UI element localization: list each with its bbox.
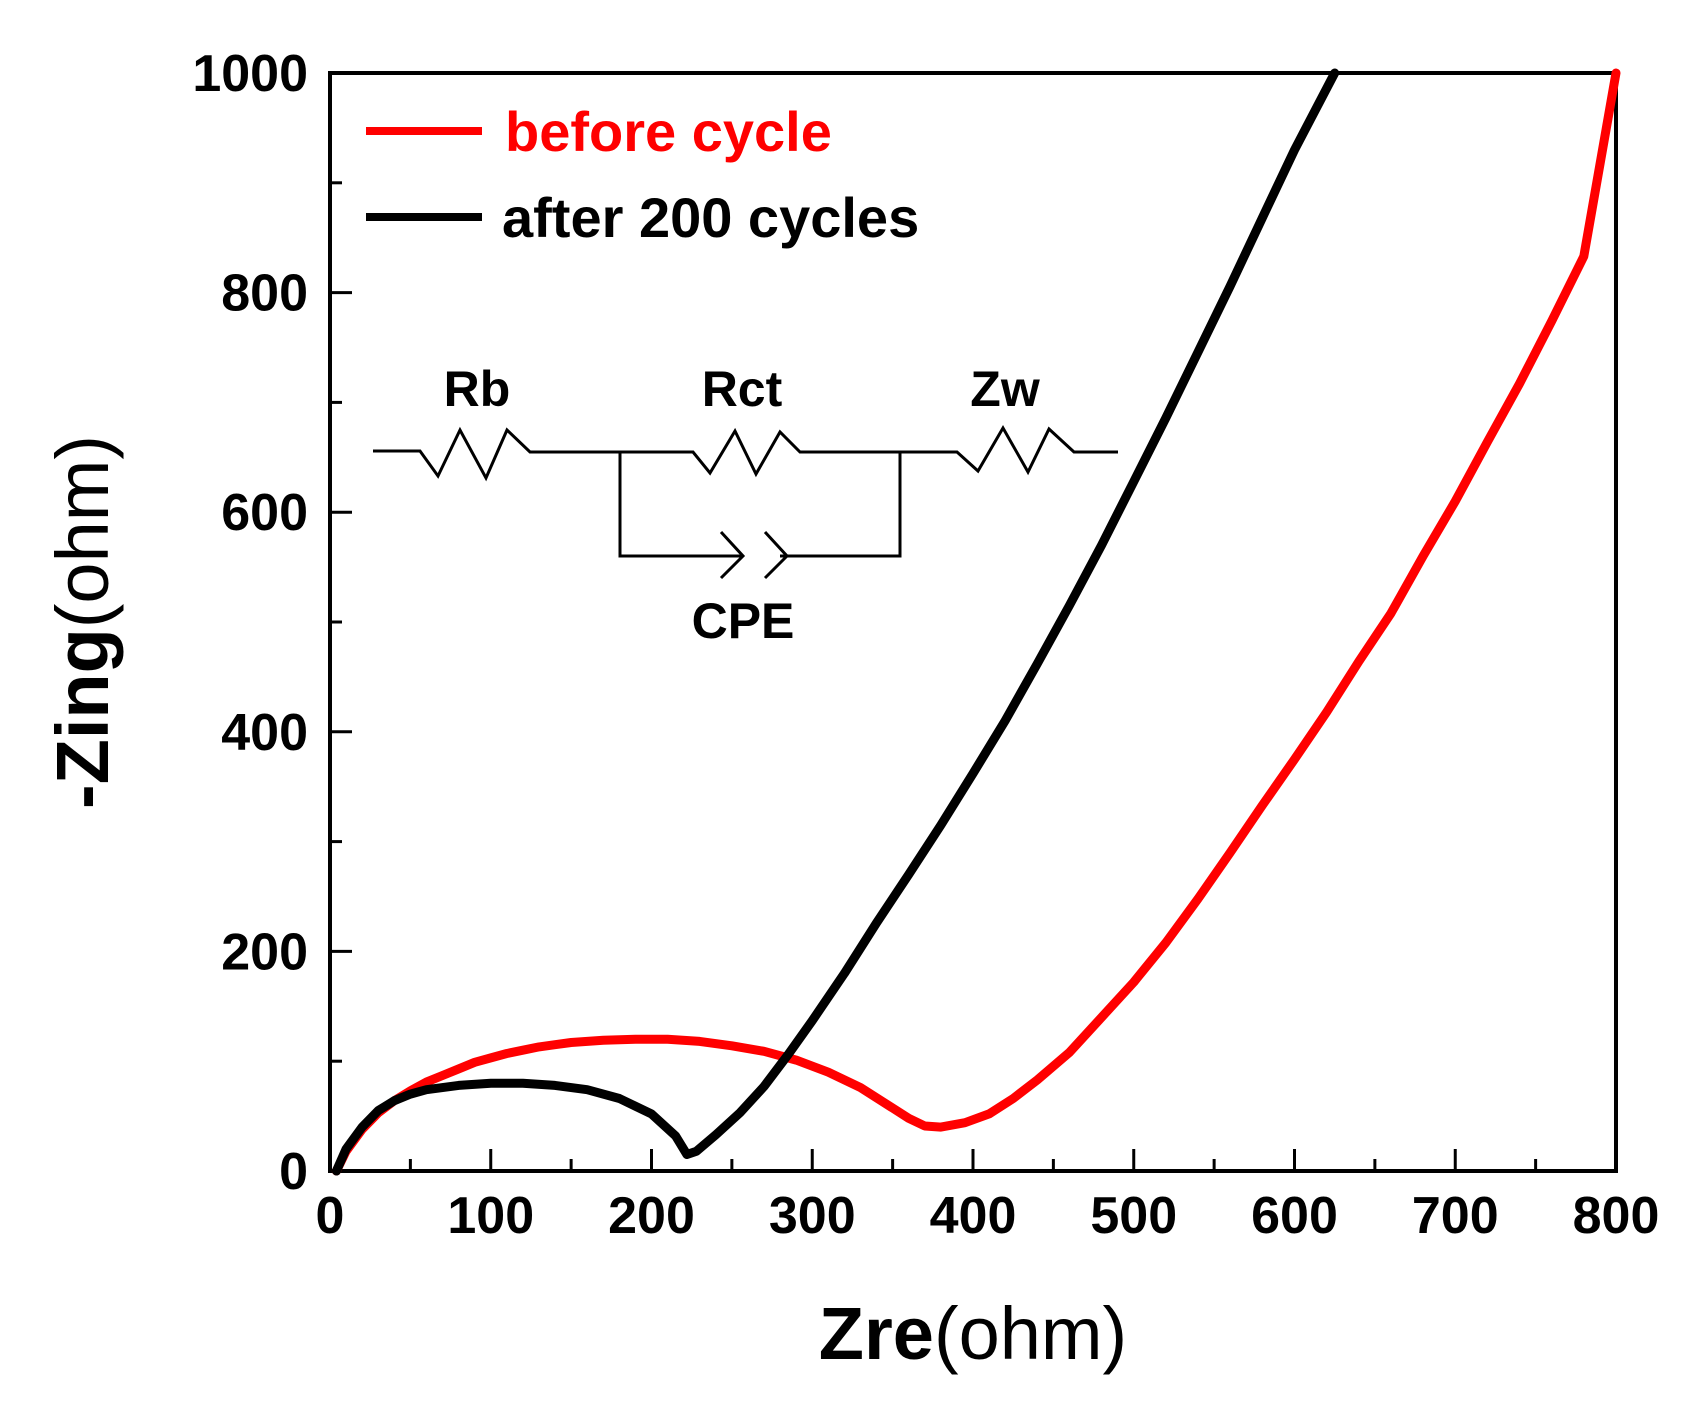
- y-tick-label: 1000: [192, 45, 308, 103]
- x-tick-label: 100: [447, 1187, 534, 1245]
- legend-label-before-cycle: before cycle: [505, 100, 832, 163]
- cpe-symbol: [719, 530, 790, 580]
- y-tick-label: 400: [221, 704, 308, 762]
- resistor-zw: [900, 424, 1118, 476]
- y-axis-title: -Zing(ohm): [41, 435, 124, 809]
- x-tick-label: 300: [769, 1187, 856, 1245]
- y-tick-label: 0: [279, 1143, 308, 1201]
- legend: before cycle after 200 cycles: [366, 100, 919, 249]
- circuit-label-zw: Zw: [970, 361, 1040, 417]
- x-tick-label: 600: [1251, 1187, 1338, 1245]
- x-tick-label: 800: [1573, 1187, 1660, 1245]
- circuit-label-cpe: CPE: [692, 593, 795, 649]
- x-axis-title-main: Zre: [819, 1292, 934, 1375]
- x-tick-label: 200: [608, 1187, 695, 1245]
- cpe-branch-wire: [618, 452, 902, 558]
- x-axis-title: Zre(ohm): [819, 1292, 1127, 1375]
- resistor-rb: [373, 426, 620, 482]
- x-tick-label: 400: [930, 1187, 1017, 1245]
- legend-label-after-200-cycles: after 200 cycles: [502, 186, 919, 249]
- y-tick-label: 800: [221, 265, 308, 323]
- circuit-label-rct: Rct: [702, 361, 783, 417]
- x-tick-label: 500: [1090, 1187, 1177, 1245]
- x-tick-label: 0: [316, 1187, 345, 1245]
- inset-circuit: [373, 424, 1118, 580]
- y-axis-title-unit: (ohm): [41, 435, 124, 628]
- series-line-before-cycle: [331, 68, 1621, 1176]
- series-line-after-200-cycles: [331, 68, 1340, 1176]
- y-axis-ticks: 0 200 400 600 800 1000: [192, 45, 352, 1201]
- y-axis-title-main: -Zing: [41, 628, 124, 809]
- y-tick-label: 200: [221, 923, 308, 981]
- resistor-rct: [620, 427, 900, 478]
- circuit-label-rb: Rb: [444, 361, 511, 417]
- x-axis-title-unit: (ohm): [934, 1292, 1127, 1375]
- y-tick-label: 600: [221, 484, 308, 542]
- x-axis-ticks: 0 100 200 300 400 500 600 700 800: [316, 1149, 1660, 1245]
- x-tick-label: 700: [1412, 1187, 1499, 1245]
- series-layer: [331, 68, 1621, 1176]
